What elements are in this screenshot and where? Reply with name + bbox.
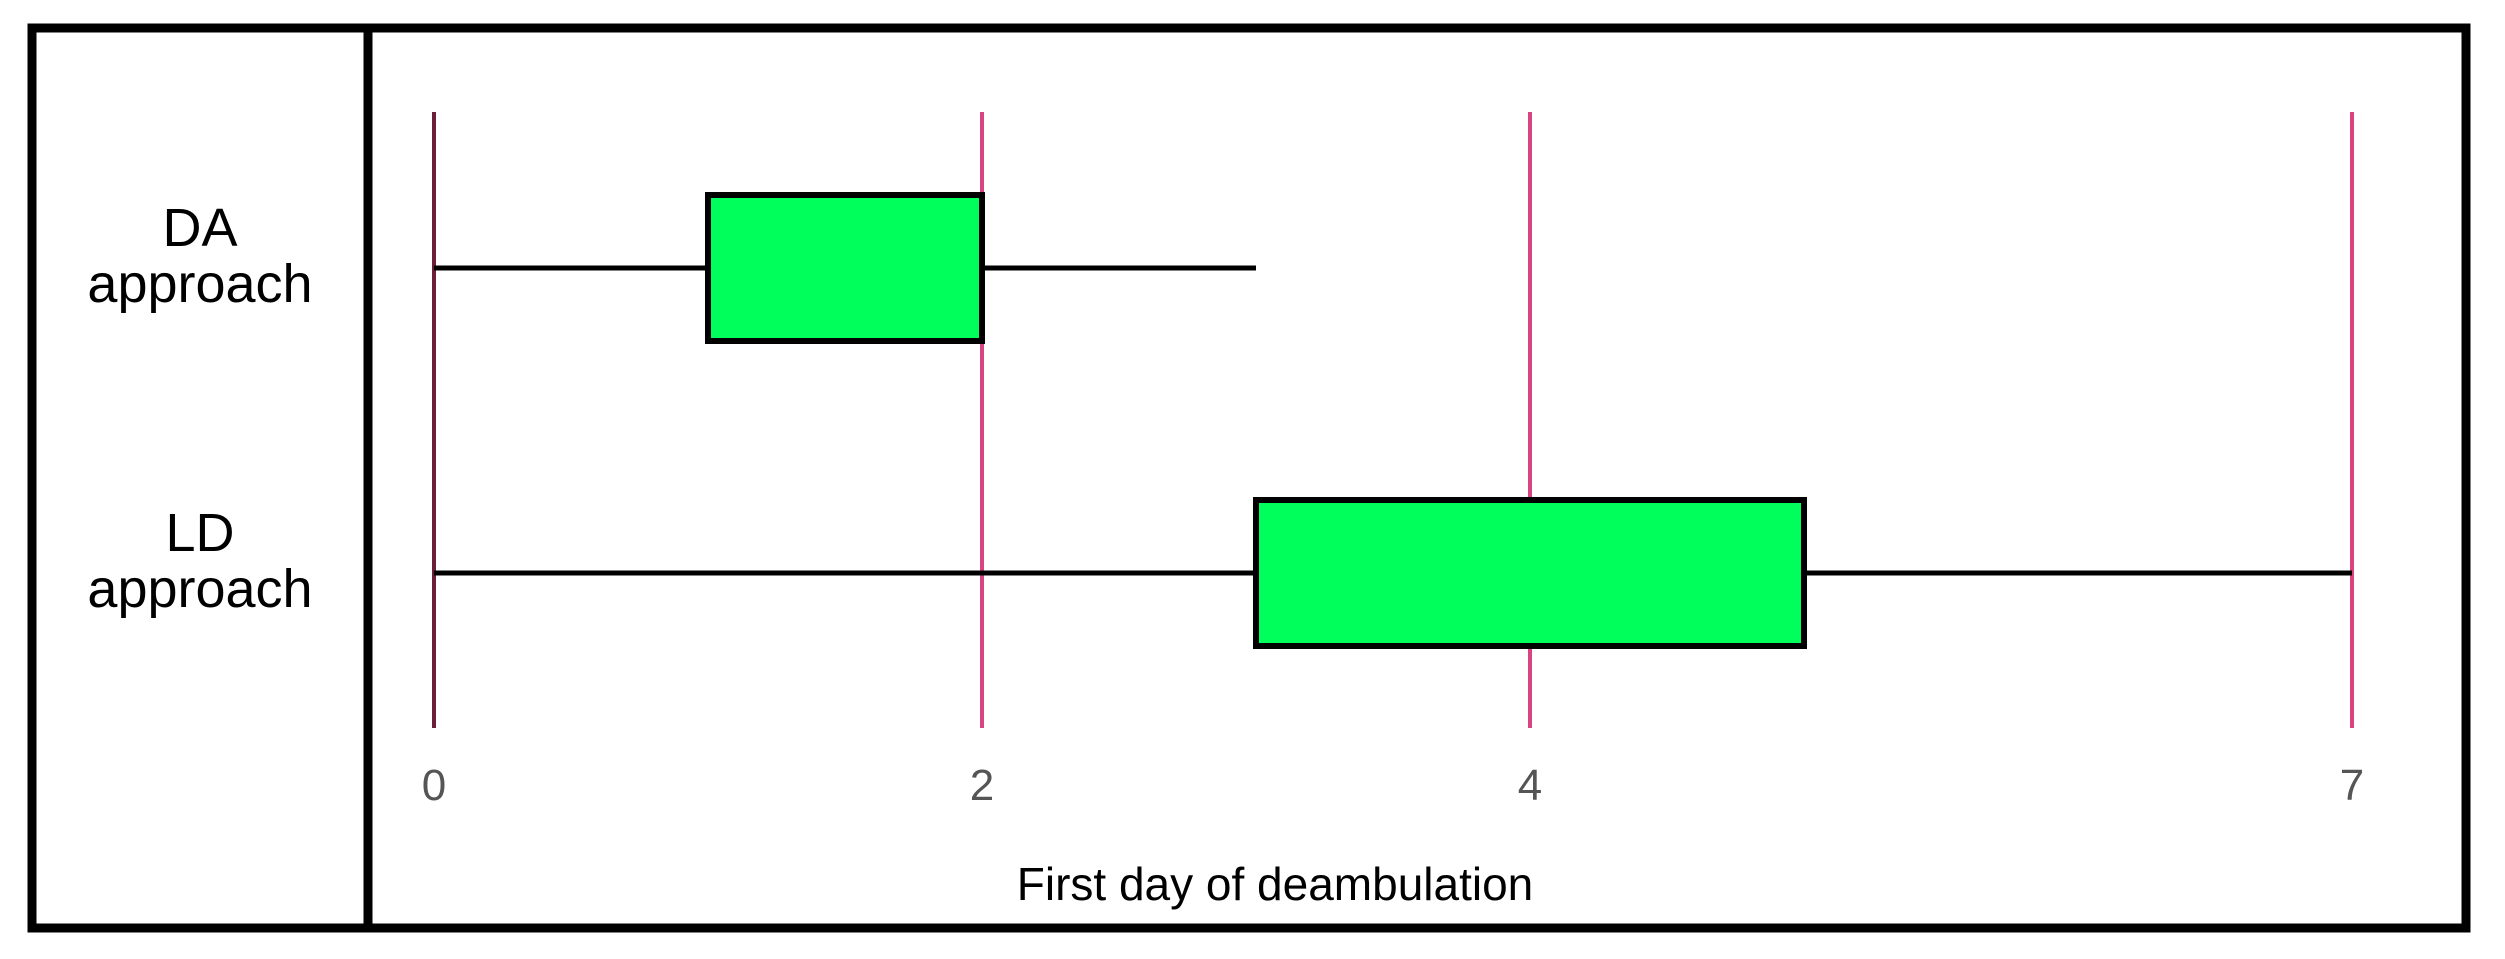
x-axis-title: First day of deambulation bbox=[1017, 858, 1534, 910]
category-label: DA approach bbox=[87, 198, 312, 314]
category-label: LD approach bbox=[87, 503, 312, 619]
plot-panel-frame bbox=[363, 23, 2471, 933]
x-tick-label: 7 bbox=[2340, 761, 2364, 810]
boxes bbox=[705, 192, 1807, 649]
category-labels: DA approach LD approach bbox=[87, 198, 312, 619]
label-panel-frame bbox=[27, 23, 373, 933]
x-tick-label: 4 bbox=[1518, 761, 1542, 810]
x-tick-label: 2 bbox=[970, 761, 994, 810]
iqr-box bbox=[705, 192, 985, 344]
iqr-box bbox=[1253, 497, 1807, 649]
x-tick-labels: 0 2 4 7 bbox=[422, 761, 2364, 810]
x-tick-label: 0 bbox=[422, 761, 446, 810]
